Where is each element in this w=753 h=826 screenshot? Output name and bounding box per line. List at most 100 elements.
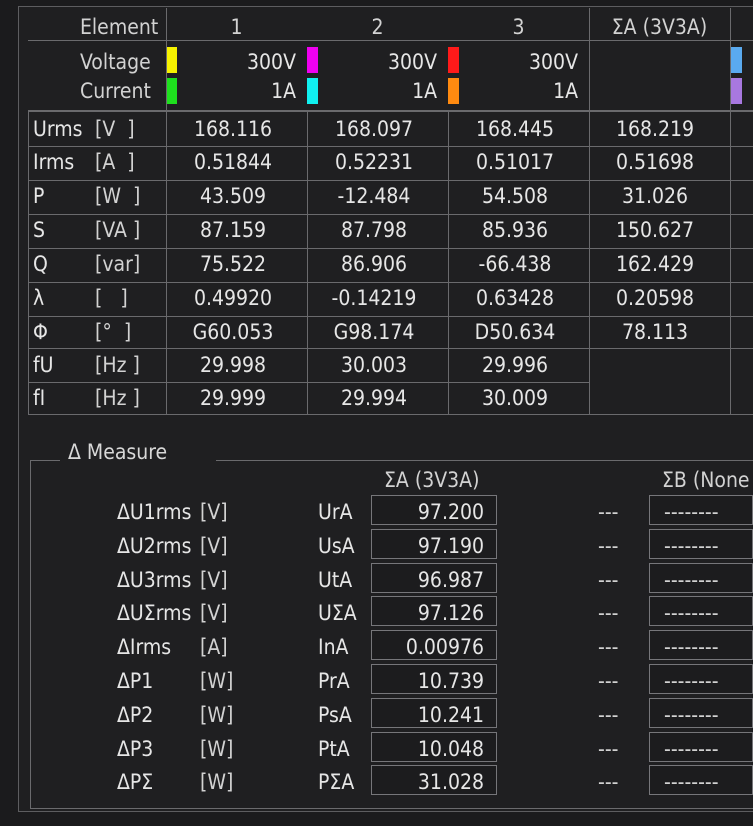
row-label: Urms <box>33 117 83 141</box>
current-color-swatch-2 <box>307 78 318 104</box>
table-cell: 0.20598 <box>615 286 695 310</box>
table-cell: 0.51698 <box>615 150 695 174</box>
delta-row-label: ΔP2 <box>117 702 154 727</box>
delta-row-value: 10.048 <box>417 736 484 761</box>
current-color-swatch-3 <box>448 78 459 104</box>
delta-row-b-value: -------- <box>664 567 719 592</box>
delta-row-value: 10.739 <box>417 669 484 693</box>
row-unit: [Hz ] <box>95 386 140 410</box>
delta-value-box <box>371 528 497 559</box>
row-label: Irms <box>33 150 75 174</box>
table-cell: 0.63428 <box>475 286 555 310</box>
delta-row-b-symbol: --- <box>598 500 619 524</box>
grid-line <box>28 316 753 317</box>
row-label: P <box>33 184 45 208</box>
current-color-swatch-1 <box>166 78 177 104</box>
row-unit: [W ] <box>95 184 141 208</box>
delta-b-value-box <box>649 664 753 694</box>
delta-value-box <box>371 596 497 627</box>
current-label: Current <box>80 79 151 103</box>
table-cell: 78.113 <box>621 320 689 344</box>
table-cell: D50.634 <box>474 320 556 344</box>
delta-row-symbol: InA <box>318 635 349 660</box>
table-cell: 29.994 <box>340 386 408 410</box>
delta-value-box <box>371 630 497 661</box>
voltage-color-swatch-3 <box>448 47 459 73</box>
delta-column-sigma-a: ΣA (3V3A) <box>384 468 480 492</box>
grid-line <box>28 282 753 283</box>
delta-row-value: 31.028 <box>417 770 484 795</box>
grid-line <box>28 248 753 249</box>
voltage-range-3: 300V <box>529 50 578 74</box>
row-unit: [° ] <box>95 320 132 344</box>
delta-b-value-box <box>649 697 753 728</box>
delta-row-symbol: PtA <box>318 736 350 761</box>
table-cell: 30.003 <box>340 353 408 377</box>
delta-row-b-value: -------- <box>664 736 719 761</box>
table-cell: G60.053 <box>192 320 274 344</box>
row-label: fU <box>33 353 54 377</box>
delta-row-value: 97.190 <box>417 533 484 558</box>
grid-line <box>28 146 753 147</box>
delta-row-symbol: PΣA <box>318 770 355 795</box>
grid-line <box>28 180 753 181</box>
current-range-3: 1A <box>553 79 578 103</box>
delta-row-symbol: UtA <box>318 567 353 592</box>
delta-row-b-value: -------- <box>664 635 719 660</box>
delta-row-label: ΔPΣ <box>117 770 154 795</box>
delta-row-unit: [W] <box>200 770 234 795</box>
delta-row-symbol: UsA <box>318 533 355 558</box>
delta-row-symbol: UrA <box>318 500 353 524</box>
delta-panel-border <box>216 460 753 461</box>
table-cell: 87.159 <box>199 218 267 242</box>
table-cell: 29.998 <box>199 353 267 377</box>
voltage-color-swatch-2 <box>307 47 318 73</box>
table-cell: 0.51017 <box>475 150 555 174</box>
row-label: S <box>33 218 45 242</box>
delta-value-box <box>371 495 497 525</box>
delta-row-b-symbol: --- <box>598 669 619 693</box>
delta-row-value: 0.00976 <box>405 635 484 660</box>
delta-row-unit: [W] <box>200 702 234 727</box>
voltage-range-1: 300V <box>247 50 296 74</box>
table-cell: -0.14219 <box>331 286 417 310</box>
delta-row-b-symbol: --- <box>598 770 619 795</box>
table-cell: 30.009 <box>481 386 549 410</box>
delta-value-box <box>371 664 497 694</box>
delta-row-unit: [A] <box>200 635 228 660</box>
table-cell: 85.936 <box>481 218 549 242</box>
grid-line <box>28 40 753 41</box>
row-unit: [A ] <box>95 150 135 174</box>
delta-row-b-value: -------- <box>664 601 719 626</box>
table-cell: 0.49920 <box>193 286 273 310</box>
delta-row-unit: [V] <box>200 601 228 626</box>
delta-row-unit: [V] <box>200 567 228 592</box>
delta-row-label: ΔP1 <box>117 669 154 693</box>
delta-b-value-box <box>649 495 753 525</box>
table-cell: 168.116 <box>193 117 273 141</box>
delta-row-value: 97.126 <box>417 601 484 626</box>
delta-row-b-symbol: --- <box>598 601 619 626</box>
table-cell: 31.026 <box>621 184 689 208</box>
table-cell: 87.798 <box>340 218 408 242</box>
delta-row-label: ΔU3rms <box>117 567 192 592</box>
table-cell: 29.999 <box>199 386 267 410</box>
voltage-label: Voltage <box>80 50 151 74</box>
table-cell: -12.484 <box>337 184 411 208</box>
row-unit: [ ] <box>95 286 128 310</box>
delta-row-b-symbol: --- <box>598 567 619 592</box>
voltage-color-swatch-1 <box>166 47 177 73</box>
grid-line <box>166 8 167 414</box>
delta-row-label: ΔP3 <box>117 736 154 761</box>
table-cell: 0.52231 <box>334 150 414 174</box>
grid-line <box>28 348 753 349</box>
table-cell: 29.996 <box>481 353 549 377</box>
column-header-3: 3 <box>512 15 525 39</box>
delta-value-box <box>371 731 497 762</box>
column-header-2: 2 <box>371 15 384 39</box>
delta-row-unit: [V] <box>200 533 228 558</box>
grid-line <box>28 414 753 415</box>
grid-line <box>730 8 731 414</box>
table-cell: 54.508 <box>481 184 549 208</box>
table-cell: 75.522 <box>199 252 267 276</box>
